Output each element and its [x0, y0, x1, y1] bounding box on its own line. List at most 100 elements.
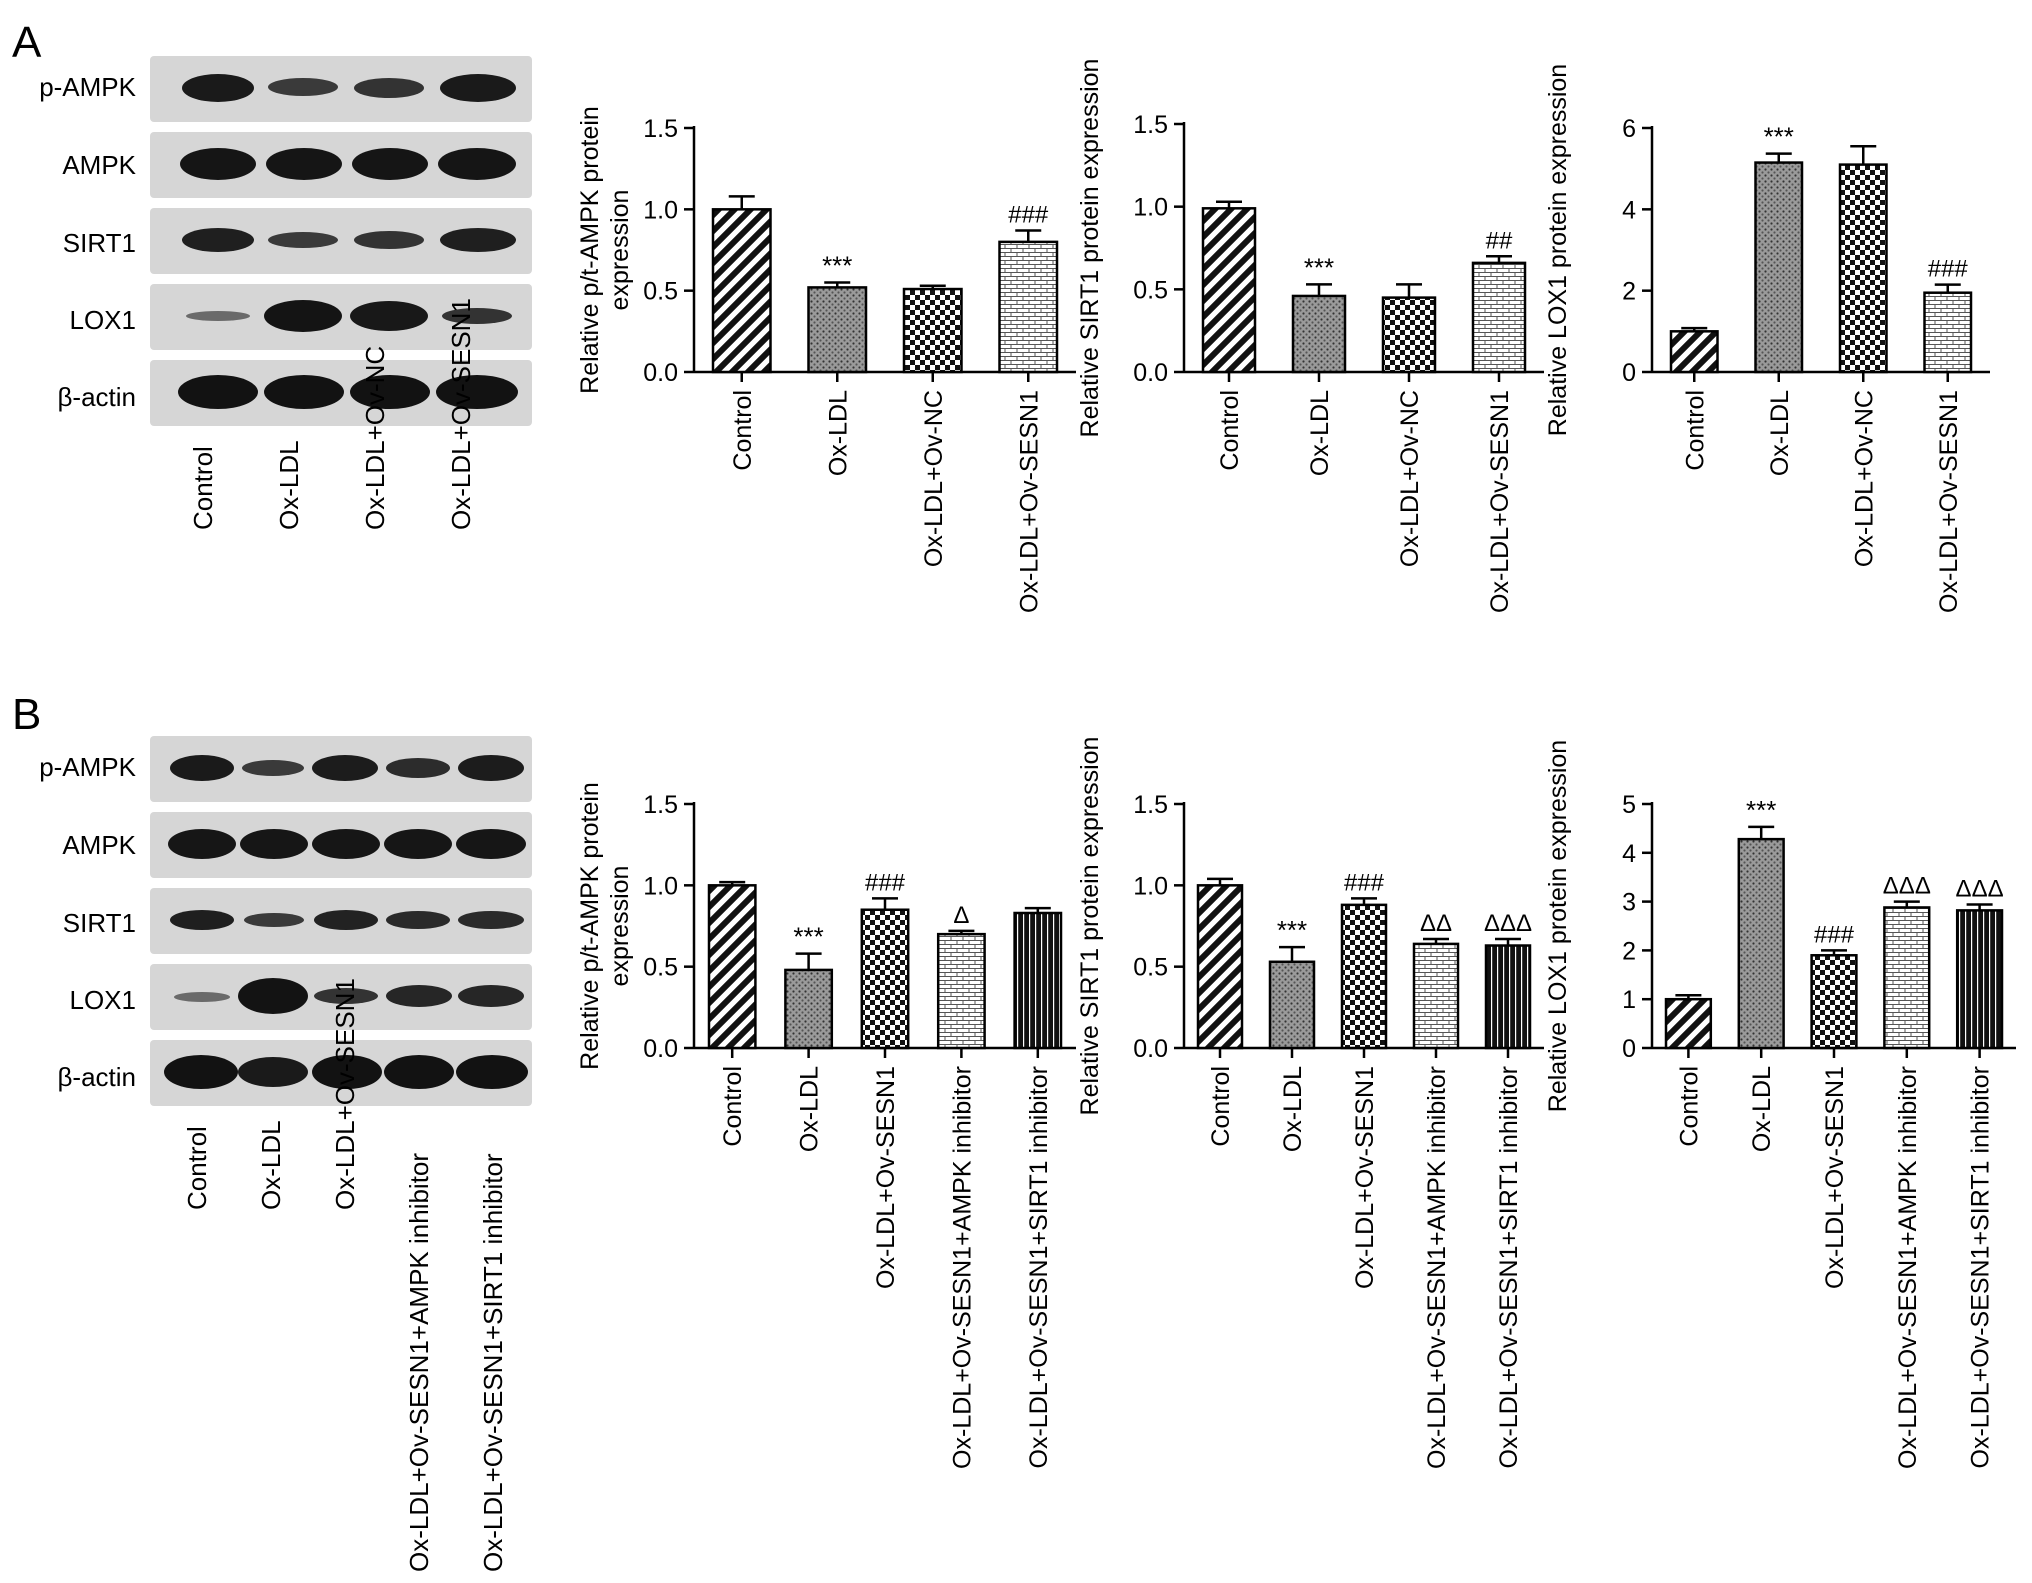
bar-1	[1196, 884, 1244, 1050]
blot-label-lox1: LOX1	[69, 305, 137, 335]
y-tick-label: 0.0	[643, 359, 678, 387]
y-tick-label: 5	[1622, 791, 1636, 819]
blot-label-p-ampk: p-AMPK	[39, 72, 136, 102]
chart-a-1: 0.0 0.5 1.0 1.5 Relative SIRT1 protein expre…	[1076, 59, 1544, 613]
x-tick-label: Ox-LDL+Ov-SESN1	[872, 1066, 900, 1289]
x-tick-label: Control	[729, 390, 757, 471]
significance-label: ***	[822, 251, 852, 281]
y-tick-label: 1.5	[643, 115, 678, 143]
bar-5	[1484, 944, 1532, 1050]
chart-a-2: 0 2 4 6 Relative LOX1 protein expression Cont…	[1544, 64, 1990, 613]
y-tick-label: 1.0	[643, 196, 678, 224]
x-tick-label: Ox-LDL+Ov-SESN1+AMPK inhibitor	[948, 1066, 976, 1469]
bar-4	[1923, 291, 1973, 374]
significance-label: ΔΔΔ	[1883, 873, 1931, 900]
blot-strip-ampk	[150, 132, 532, 198]
x-tick-label: Ox-LDL+Ov-NC	[1850, 390, 1878, 567]
y-tick-label: 4	[1622, 196, 1636, 224]
x-tick-label: Ox-LDL+Ov-NC	[1396, 390, 1424, 567]
bar-5	[1955, 909, 2004, 1050]
bar-3	[902, 287, 963, 374]
blot-label-sirt1: SIRT1	[62, 228, 136, 258]
bar-1	[1669, 330, 1719, 374]
y-tick-label: 1.0	[643, 872, 678, 900]
bar-4	[936, 932, 986, 1050]
y-tick-label: 0.0	[1133, 1035, 1168, 1063]
y-tick-label: 0.5	[1133, 276, 1168, 304]
y-tick-label: 2	[1622, 937, 1636, 965]
x-tick-label: Ox-LDL+Ov-NC	[920, 390, 948, 567]
bar-4	[1883, 906, 1931, 1050]
significance-label: ***	[1304, 252, 1334, 282]
x-tick-label: Control	[1216, 390, 1244, 471]
bar-2	[1754, 161, 1804, 374]
y-tick-label: 1.5	[1133, 791, 1168, 819]
x-tick-label: Ox-LDL+Ov-SESN1+SIRT1 inhibitor	[1495, 1066, 1523, 1468]
y-axis-label: Relative p/t-AMPK protein	[576, 106, 604, 394]
significance-label: ΔΔΔ	[1956, 876, 2004, 903]
significance-label: ##	[1486, 227, 1513, 254]
y-tick-label: 0	[1622, 1035, 1636, 1063]
bar-4	[1471, 261, 1527, 374]
bar-2	[1268, 960, 1316, 1050]
blot-strip-b-ampk	[150, 812, 532, 878]
x-tick-label: Ox-LDL	[1279, 1066, 1307, 1152]
blot-strip-b-lox1	[150, 964, 532, 1030]
significance-label: ###	[1928, 256, 1969, 283]
significance-label: ***	[793, 922, 823, 952]
significance-label: ΔΔΔ	[1484, 910, 1532, 937]
x-tick-label: Ox-LDL+Ov-SESN1	[1821, 1066, 1849, 1289]
x-tick-label: Control	[719, 1066, 747, 1147]
significance-label: ΔΔ	[1420, 910, 1452, 937]
y-tick-label: 0.0	[643, 1035, 678, 1063]
bar-1	[1201, 207, 1257, 374]
blot-strip-sirt1	[150, 208, 532, 274]
blot-strip-beta-actin	[150, 360, 532, 426]
blot-strip-lox1	[150, 284, 532, 350]
significance-label: ***	[1746, 795, 1776, 825]
y-tick-label: 1	[1622, 986, 1636, 1014]
x-tick-label: Ox-LDL+Ov-SESN1	[1935, 390, 1963, 613]
panel-letter-a: A	[12, 18, 42, 67]
bar-2	[1737, 837, 1785, 1050]
x-tick-label: Ox-LDL	[1306, 390, 1334, 476]
y-tick-label: 6	[1622, 115, 1636, 143]
y-tick-label: 0.5	[643, 954, 678, 982]
y-tick-label: 0	[1622, 359, 1636, 387]
blot-label-b-p-ampk: p-AMPK	[39, 752, 136, 782]
y-axis-label: Relative SIRT1 protein expression	[1076, 59, 1104, 438]
y-axis-label: Relative LOX1 protein expression	[1544, 64, 1572, 436]
x-tick-label: Ox-LDL+Ov-SESN1	[1015, 390, 1043, 613]
y-tick-label: 1.5	[643, 791, 678, 819]
y-axis-label-line2: expression	[606, 190, 634, 311]
chart-b-4: 0.0 0.5 1.0 1.5 Relative SIRT1 protein expre…	[1076, 737, 1544, 1469]
y-tick-label: 1.5	[1133, 111, 1168, 139]
significance-label: ###	[1008, 201, 1049, 228]
x-tick-label: Control	[1207, 1066, 1235, 1147]
x-tick-label: Ox-LDL+Ov-SESN1	[1351, 1066, 1379, 1289]
y-tick-label: 4	[1622, 840, 1636, 868]
x-tick-label: Ox-LDL	[1748, 1066, 1776, 1152]
y-axis-label-line2: expression	[606, 866, 634, 987]
bar-3	[1381, 296, 1437, 374]
significance-label: ***	[1277, 915, 1307, 945]
y-axis-label: Relative SIRT1 protein expression	[1076, 737, 1104, 1116]
y-tick-label: 0.5	[643, 278, 678, 306]
x-tick-label: Ox-LDL+Ov-SESN1+SIRT1 inhibitor	[1025, 1066, 1053, 1468]
x-tick-label: Ox-LDL	[796, 1066, 824, 1152]
y-tick-label: 3	[1622, 889, 1636, 917]
bar-1	[707, 884, 757, 1050]
x-tick-label: Ox-LDL+Ov-SESN1	[1486, 390, 1514, 613]
y-tick-label: 1.0	[1133, 872, 1168, 900]
blot-label-b-ampk: AMPK	[62, 830, 136, 860]
y-tick-label: 2	[1622, 278, 1636, 306]
y-tick-label: 0.0	[1133, 359, 1168, 387]
blot-label-b-sirt1: SIRT1	[62, 908, 136, 938]
blot-strip-p-ampk	[150, 56, 532, 122]
panel-letter-b: B	[12, 690, 42, 739]
significance-label: Δ	[953, 902, 969, 929]
bar-4	[998, 240, 1059, 374]
bar-3	[860, 908, 910, 1050]
blot-label-ampk: AMPK	[62, 150, 136, 180]
